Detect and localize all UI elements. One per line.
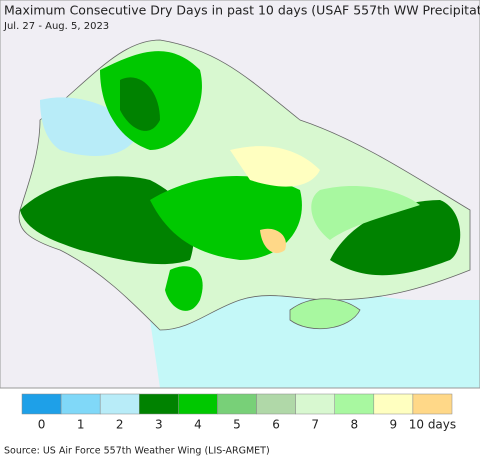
peninsula bbox=[289, 298, 361, 330]
legend-swatch bbox=[139, 393, 179, 415]
region-dry-4 bbox=[165, 266, 203, 311]
subtitle: Jul. 27 - Aug. 5, 2023 bbox=[3, 21, 109, 32]
legend-label: 10 days bbox=[409, 418, 456, 432]
legend-label: 8 bbox=[350, 418, 358, 432]
legend-label: 0 bbox=[38, 418, 46, 432]
legend-swatch bbox=[295, 393, 335, 415]
legend-swatch bbox=[99, 393, 140, 415]
region-dry-9 bbox=[230, 146, 320, 187]
legend-swatch bbox=[256, 393, 296, 415]
legend-swatch bbox=[178, 393, 218, 415]
map-frame bbox=[0, 0, 480, 389]
legend: 0 1 2 3 4 5 6 7 8 9 10 days bbox=[21, 393, 456, 432]
legend-label: 2 bbox=[116, 418, 124, 432]
legend-swatch bbox=[217, 393, 257, 415]
legend-label: 3 bbox=[155, 418, 163, 432]
region-dry-3 bbox=[120, 77, 160, 131]
legend-label: 4 bbox=[194, 418, 202, 432]
source: Source: US Air Force 557th Weather Wing … bbox=[4, 446, 270, 457]
legend-label: 6 bbox=[272, 418, 280, 432]
sea bbox=[150, 288, 480, 388]
legend-label: 9 bbox=[390, 418, 398, 432]
legend-swatch bbox=[373, 393, 414, 415]
legend-label: 7 bbox=[311, 418, 319, 432]
legend-swatch bbox=[412, 393, 453, 415]
region-dry-3 bbox=[20, 176, 194, 265]
title: Maximum Consecutive Dry Days in past 10 … bbox=[4, 3, 480, 18]
legend-swatch bbox=[60, 393, 101, 415]
legend-label: 1 bbox=[77, 418, 85, 432]
legend-label: 5 bbox=[233, 418, 241, 432]
legend-swatch bbox=[334, 393, 375, 415]
region-dry-10 bbox=[260, 228, 286, 254]
region-dry-8 bbox=[311, 185, 420, 240]
legend-swatch bbox=[21, 393, 62, 415]
region-dry-3 bbox=[330, 200, 461, 276]
